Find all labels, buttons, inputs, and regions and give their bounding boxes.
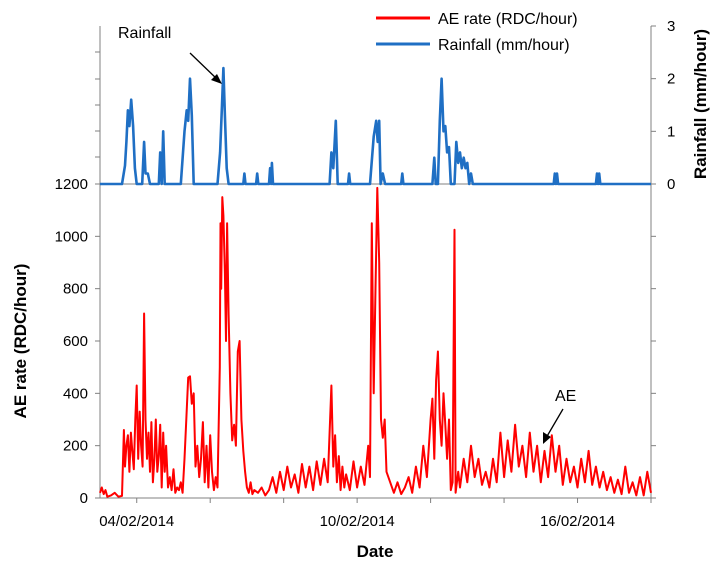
ae-rate-series-line [99, 186, 652, 498]
annotation-ae-arrowhead [543, 432, 551, 444]
left-tick-label: 1000 [55, 228, 88, 245]
x-tick-label: 16/02/2014 [540, 513, 615, 530]
left-tick-label: 0 [80, 490, 88, 507]
left-tick-label: 600 [63, 333, 88, 350]
annotation-ae-arrow [545, 408, 564, 439]
left-axis-title: AE rate (RDC/hour) [11, 264, 30, 419]
annotation-rainfall-arrow [189, 52, 219, 81]
right-tick-label: 0 [667, 176, 675, 193]
right-tick-label: 1 [667, 123, 675, 140]
annotation-rainfall-arrowhead [211, 74, 222, 84]
left-axis-ticks: 0 200 400 600 800 1000 1200 [55, 51, 656, 507]
annotation-rainfall: Rainfall [118, 25, 171, 42]
rainfall-series-line [100, 66, 651, 186]
left-tick-label: 400 [63, 385, 88, 402]
right-axis-title: Rainfall (mm/hour) [691, 29, 710, 179]
legend-rain-label: Rainfall (mm/hour) [438, 37, 570, 54]
right-tick-label: 3 [667, 18, 675, 35]
x-tick-label: 10/02/2014 [320, 513, 395, 530]
right-axis-ticks: 0 1 2 3 [651, 18, 675, 193]
left-tick-label: 1200 [55, 176, 88, 193]
series-layer [99, 66, 652, 498]
x-tick-label: 04/02/2014 [99, 513, 174, 530]
x-axis-title: Date [357, 542, 394, 561]
left-tick-label: 200 [63, 438, 88, 455]
x-axis-ticks: 04/02/2014 10/02/2014 16/02/2014 [99, 498, 652, 530]
left-tick-label: 800 [63, 281, 88, 298]
legend: AE rate (RDC/hour) Rainfall (mm/hour) [376, 11, 578, 54]
annotation-ae: AE [555, 388, 576, 405]
legend-ae-label: AE rate (RDC/hour) [438, 11, 578, 28]
right-tick-label: 2 [667, 71, 675, 88]
